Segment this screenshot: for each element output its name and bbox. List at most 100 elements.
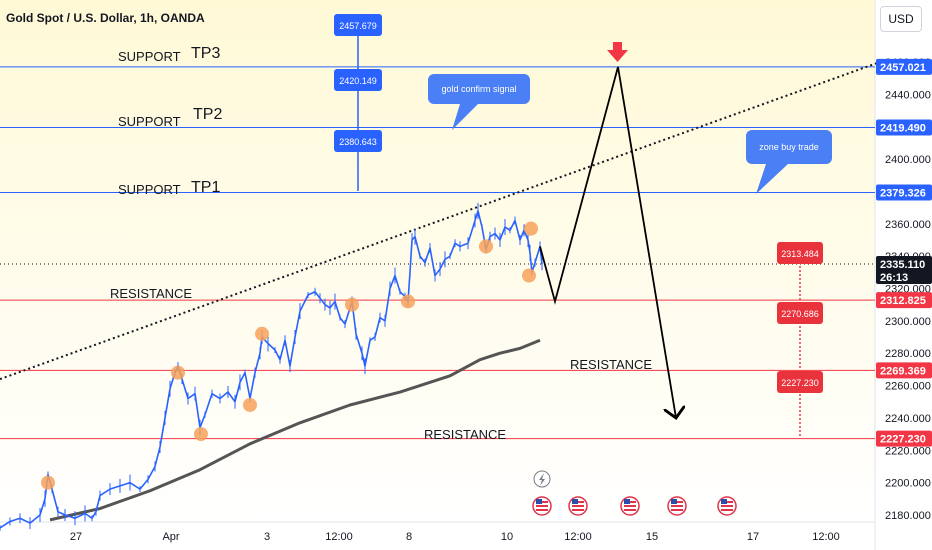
tp3-label: TP3 <box>191 45 220 62</box>
tp-box-3[interactable]: 2380.643 <box>334 130 382 152</box>
tp-box-1-text: 2457.679 <box>339 21 377 31</box>
rising-trendline <box>0 61 881 381</box>
price-line <box>0 210 543 529</box>
tp3-price-tag-text: 2457.021 <box>880 62 926 74</box>
projection-group <box>539 66 676 418</box>
callout-zone-buy[interactable]: zone buy trade <box>746 130 832 194</box>
resistance-label-1: RESISTANCE <box>110 286 192 301</box>
tp-box-2[interactable]: 2420.149 <box>334 69 382 91</box>
time-axis: 27 Apr 3 12:00 8 10 12:00 15 17 12:00 <box>70 531 840 543</box>
tp-box-1[interactable]: 2457.679 <box>334 14 382 36</box>
y-tick-label: 2240.000 <box>885 413 931 425</box>
resistance-label-3: RESISTANCE <box>424 427 506 442</box>
x-tick-label: 15 <box>646 531 658 543</box>
flag-stripe <box>671 509 683 511</box>
res3-price-tag[interactable]: 2227.230 <box>876 430 932 447</box>
currency-button[interactable]: USD <box>880 6 922 32</box>
flag-canton <box>721 499 727 504</box>
current-price-tag-bg <box>876 256 932 285</box>
y-tick-label: 2360.000 <box>885 219 931 231</box>
x-tick-label: 8 <box>406 531 412 543</box>
sl-box-2[interactable]: 2270.686 <box>777 302 823 324</box>
support-label-1: SUPPORT <box>118 49 181 64</box>
flag-canton <box>624 499 630 504</box>
x-tick-label: 12:00 <box>564 531 592 543</box>
flag-stripe <box>624 509 636 511</box>
y-tick-label: 2260.000 <box>885 381 931 393</box>
lightning-event-icon[interactable] <box>533 470 551 488</box>
callout-gold-confirm[interactable]: gold confirm signal <box>428 74 530 130</box>
sl-box-1-text: 2313.484 <box>781 249 819 259</box>
support-label-2: SUPPORT <box>118 114 181 129</box>
res2-price-tag[interactable]: 2269.369 <box>876 362 932 379</box>
tp2-label: TP2 <box>193 106 222 123</box>
x-tick-label: Apr <box>162 531 179 543</box>
res1-price-tag-text: 2312.825 <box>880 295 926 307</box>
y-tick-label: 2440.000 <box>885 89 931 101</box>
flag-canton <box>572 499 578 504</box>
current-price-tag-countdown: 26:13 <box>880 272 908 284</box>
x-tick-label: 27 <box>70 531 82 543</box>
swing-marker-2 <box>171 365 185 380</box>
swing-marker-8 <box>479 239 493 254</box>
flag-canton <box>671 499 677 504</box>
y-tick-label: 2220.000 <box>885 445 931 457</box>
economic-events-group <box>532 496 737 516</box>
res3-price-tag-bg <box>876 430 932 447</box>
down-arrow-icon <box>607 42 628 62</box>
y-tick-label: 2200.000 <box>885 478 931 490</box>
tp1-price-tag[interactable]: 2379.326 <box>876 184 932 201</box>
y-tick-label: 2400.000 <box>885 154 931 166</box>
us-flag-event-icon[interactable] <box>568 496 588 516</box>
res2-price-tag-text: 2269.369 <box>880 365 926 377</box>
tp-box-3-text: 2380.643 <box>339 137 377 147</box>
tp2-price-tag-bg <box>876 119 932 136</box>
tp2-price-tag[interactable]: 2419.490 <box>876 119 932 136</box>
moving-average-line <box>49 338 541 522</box>
flag-stripe <box>624 505 636 507</box>
y-tick-label: 2180.000 <box>885 510 931 522</box>
x-tick-label: 10 <box>501 531 513 543</box>
us-flag-event-icon[interactable] <box>620 496 640 516</box>
trendline-group <box>0 61 881 381</box>
sl-box-3[interactable]: 2227.230 <box>777 371 823 393</box>
sl-box-2-text: 2270.686 <box>781 309 819 319</box>
swing-marker-7 <box>401 294 415 309</box>
flag-stripe <box>671 505 683 507</box>
us-flag-event-icon[interactable] <box>717 496 737 516</box>
x-tick-label: 12:00 <box>325 531 353 543</box>
callout-zone-buy-text: zone buy trade <box>759 142 819 152</box>
flag-stripe <box>721 505 733 507</box>
res1-price-tag[interactable]: 2312.825 <box>876 292 932 309</box>
x-tick-label: 3 <box>264 531 270 543</box>
sl-box-1[interactable]: 2313.484 <box>777 242 823 264</box>
time-axis-background <box>0 522 875 550</box>
flag-stripe <box>536 505 548 507</box>
tp1-label: TP1 <box>191 179 220 196</box>
us-flag-event-icon[interactable] <box>532 496 552 516</box>
x-tick-label: 12:00 <box>812 531 840 543</box>
tp1-price-tag-bg <box>876 184 932 201</box>
flag-stripe <box>721 509 733 511</box>
current-price-tag-text: 2335.110 <box>880 259 925 271</box>
res3-price-tag-text: 2227.230 <box>880 434 926 446</box>
chart-title: Gold Spot / U.S. Dollar, 1h, OANDA <box>6 11 205 25</box>
tp3-price-tag[interactable]: 2457.021 <box>876 58 932 75</box>
res2-price-tag-bg <box>876 362 932 379</box>
tp3-price-tag-bg <box>876 58 932 75</box>
flag-canton <box>536 499 542 504</box>
swing-marker-10 <box>522 268 536 283</box>
tp2-price-tag-text: 2419.490 <box>880 123 926 135</box>
y-tick-label: 2280.000 <box>885 348 931 360</box>
flag-stripe <box>536 509 548 511</box>
projection-path <box>539 66 676 418</box>
flag-stripe <box>572 509 584 511</box>
swing-marker-5 <box>255 326 269 341</box>
markers-group <box>41 221 538 490</box>
res1-price-tag-bg <box>876 292 932 309</box>
us-flag-event-icon[interactable] <box>667 496 687 516</box>
swing-marker-9 <box>524 221 538 236</box>
